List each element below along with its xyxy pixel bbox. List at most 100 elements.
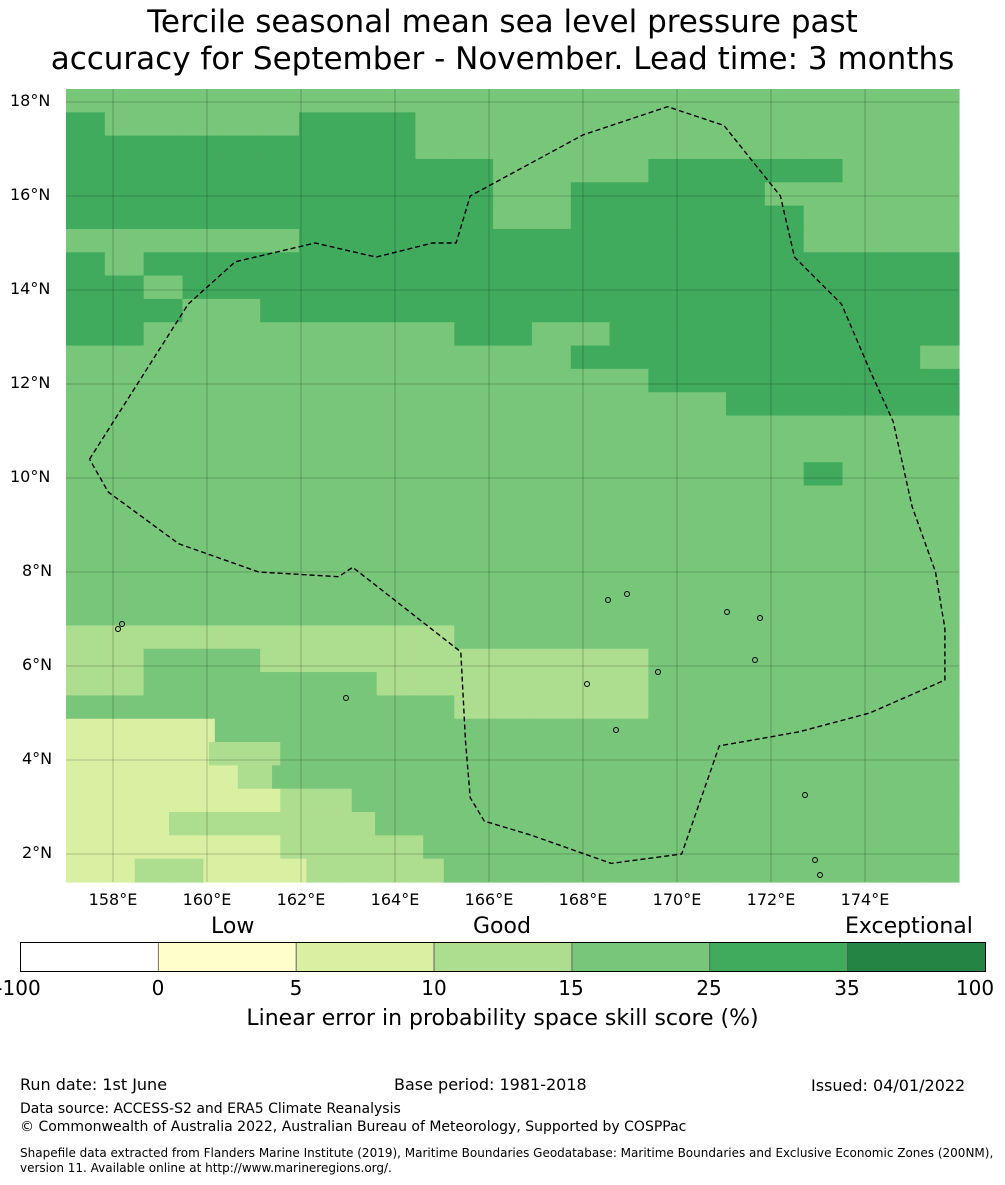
grid-cell — [298, 135, 339, 160]
grid-cell — [104, 485, 145, 510]
grid-cell — [752, 858, 788, 883]
grid-cell — [530, 788, 567, 813]
grid-cell — [337, 695, 378, 720]
grid-cell — [920, 228, 960, 253]
grid-cell — [764, 508, 805, 533]
grid-cell — [493, 275, 533, 300]
grid-cell — [648, 508, 688, 533]
grid-cell — [851, 788, 889, 813]
grid-cell — [260, 392, 300, 417]
grid-cell — [687, 555, 727, 580]
grid-cell — [687, 672, 727, 697]
grid-cell — [182, 695, 222, 720]
grid-cell — [726, 89, 766, 113]
grid-cell — [881, 182, 921, 207]
grid-cell — [208, 742, 246, 766]
grid-cell — [66, 695, 106, 720]
grid-cell — [648, 368, 688, 393]
copyright-notice: © Commonwealth of Australia 2022, Austra… — [20, 1119, 687, 1135]
grid-cell — [570, 275, 611, 300]
grid-cell — [687, 135, 727, 160]
lon-label-166e: 166°E — [464, 890, 514, 909]
grid-cell — [104, 322, 145, 347]
grid-cell — [615, 812, 651, 836]
grid-cell — [570, 158, 611, 183]
grid-cell — [673, 742, 710, 766]
grid-cell — [454, 158, 494, 183]
grid-cell — [260, 135, 300, 160]
grid-cell — [803, 135, 844, 160]
grid-cell — [182, 532, 222, 557]
grid-cell — [531, 322, 572, 347]
grid-cell — [104, 252, 145, 277]
grid-cell — [376, 322, 417, 347]
grid-cell — [260, 648, 300, 673]
grid-cell — [842, 415, 882, 440]
grid-cell — [143, 368, 184, 393]
grid-cell — [103, 718, 142, 743]
grid-cell — [66, 648, 106, 673]
grid-cell — [182, 205, 222, 230]
grid-cell — [649, 858, 685, 883]
grid-cell — [687, 89, 727, 113]
grid-cell — [454, 89, 494, 113]
island-outline — [817, 872, 823, 878]
grid-cell — [298, 112, 339, 137]
grid-cell — [924, 858, 960, 883]
grid-cell — [104, 228, 145, 253]
lon-label-162e: 162°E — [276, 890, 326, 909]
grid-cell — [531, 625, 572, 650]
grid-cell — [337, 322, 378, 347]
grid-cell — [493, 415, 533, 440]
grid-cell — [221, 135, 261, 160]
grid-cell — [415, 648, 455, 673]
grid-cell — [66, 158, 106, 183]
grid-cell — [752, 765, 788, 790]
grid-cell — [570, 112, 611, 137]
grid-cell — [337, 415, 378, 440]
lon-label-174e: 174°E — [840, 890, 890, 909]
grid-cell — [842, 89, 882, 113]
grid-cell — [443, 858, 479, 883]
eez-boundary-line — [88, 105, 946, 865]
grid-cell — [337, 672, 378, 697]
grid-cell — [609, 695, 649, 720]
colorbar-tick-label: 15 — [558, 976, 584, 1000]
grid-cell — [443, 765, 479, 790]
grid-cell — [260, 228, 300, 253]
grid-cell — [842, 485, 882, 510]
grid-cell — [376, 112, 417, 137]
grid-cell — [143, 485, 184, 510]
lat-label-6n: 6°N — [22, 655, 53, 674]
grid-cell — [881, 695, 921, 720]
grid-cell — [842, 578, 882, 603]
grid-cell — [855, 812, 891, 836]
grid-cell — [137, 788, 174, 813]
grid-cell — [842, 182, 882, 207]
grid-cell — [764, 322, 805, 347]
grid-cell — [104, 415, 145, 440]
colorbar-bin — [157, 942, 297, 972]
grid-cell — [337, 532, 378, 557]
grid-cell — [726, 368, 766, 393]
grid-cell — [531, 298, 572, 323]
grid-cell — [570, 89, 611, 113]
grid-cell — [454, 462, 494, 487]
island-outline — [655, 669, 661, 675]
grid-cell — [493, 298, 533, 323]
grid-cell — [920, 602, 960, 627]
grid-cell — [531, 228, 572, 253]
grid-cell — [375, 765, 411, 790]
grid-cell — [921, 718, 960, 743]
skill-score-grid-cells — [66, 89, 960, 883]
grid-cell — [546, 765, 582, 790]
grid-cell — [726, 298, 766, 323]
grid-cell — [821, 812, 857, 836]
grid-cell — [143, 672, 184, 697]
grid-cell — [726, 625, 766, 650]
grid-cell — [143, 508, 184, 533]
grid-cell — [143, 462, 184, 487]
grid-cell — [260, 462, 300, 487]
lat-label-2n: 2°N — [22, 843, 53, 862]
grid-cell — [140, 718, 179, 743]
